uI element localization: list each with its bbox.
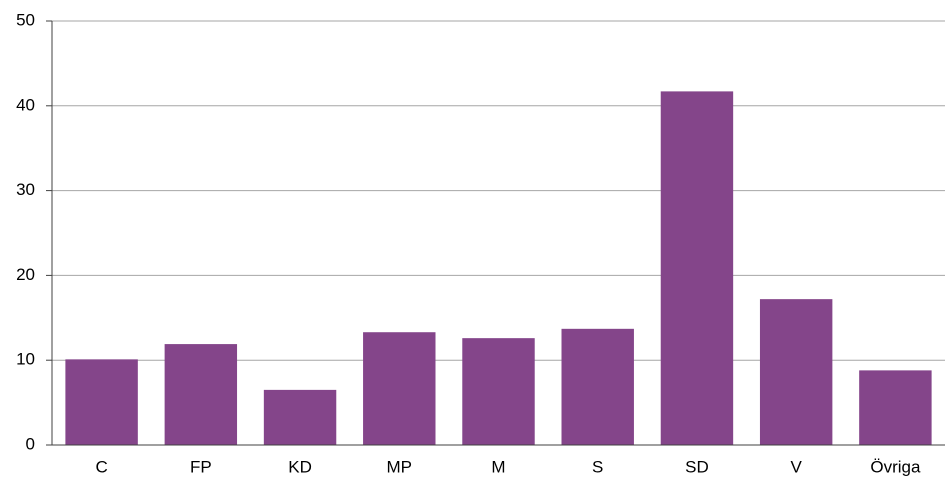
bar <box>164 344 238 445</box>
y-tick-label: 50 <box>16 10 35 29</box>
y-tick-label: 30 <box>16 180 35 199</box>
y-tick-label: 40 <box>16 95 35 114</box>
x-tick-label: S <box>592 457 603 476</box>
x-tick-label: SD <box>685 457 709 476</box>
bar <box>859 370 932 445</box>
bar <box>263 389 337 445</box>
y-tick-label: 20 <box>16 265 35 284</box>
x-tick-label: C <box>95 457 107 476</box>
y-tick-label: 10 <box>16 350 35 369</box>
bar <box>660 91 734 445</box>
x-tick-label: Övriga <box>870 457 921 476</box>
x-tick-label: MP <box>387 457 413 476</box>
y-tick-label: 0 <box>26 434 35 453</box>
bar <box>462 338 535 445</box>
x-tick-label: KD <box>288 457 312 476</box>
x-tick-label: V <box>790 457 802 476</box>
x-tick-label: M <box>491 457 505 476</box>
bar <box>65 359 138 445</box>
x-tick-label: FP <box>190 457 212 476</box>
bar <box>363 332 436 445</box>
bar <box>759 299 833 445</box>
bar <box>561 328 634 445</box>
